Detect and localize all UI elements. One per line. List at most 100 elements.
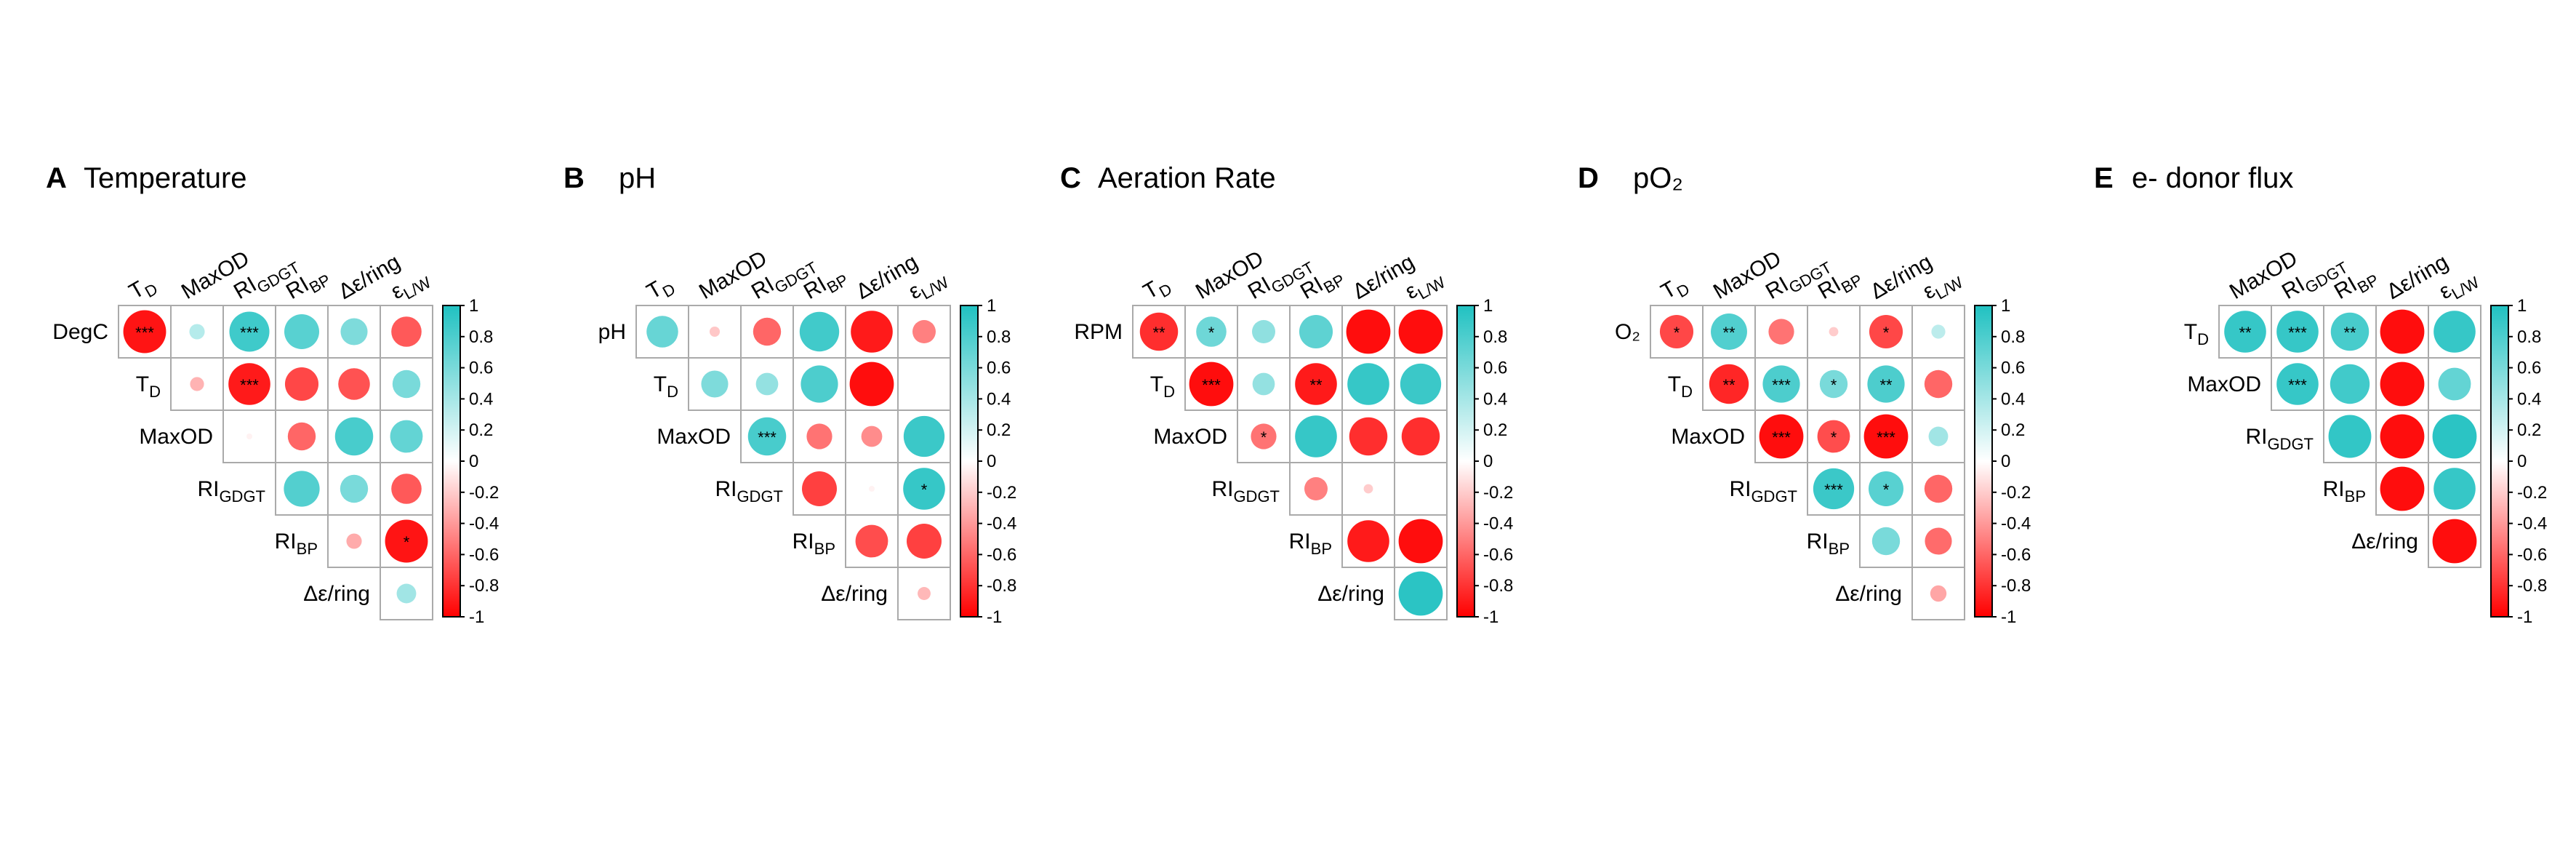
row-label: RIBP [1807,530,1850,558]
colorbar-tick-label: 0 [2001,452,2010,471]
correlation-circle [903,468,945,510]
correlation-circle [1930,585,1947,602]
colorbar-tick-label: -0.8 [2001,576,2031,596]
correlation-circle [1709,364,1749,404]
row-label: RIGDGT [2245,425,2314,453]
correlation-circle [228,363,270,405]
significance-label: *** [758,428,777,447]
row-label: RIGDGT [197,477,265,506]
correlation-circle [646,316,678,348]
colorbar-tick-label: -0.8 [987,576,1016,596]
significance-label: ** [1879,376,1893,394]
correlation-circle [1925,527,1952,555]
row-label: MaxOD [1671,425,1745,449]
row-label: TD [136,372,161,401]
colorbar [1974,305,1993,618]
row-label: Δε/ring [2351,530,2418,554]
colorbar-tick-label: -0.6 [2001,545,2031,564]
colorbar-tick-label: 1 [1483,296,1493,316]
significance-label: ** [2239,324,2252,342]
colorbar-tick-label: 0.4 [2001,389,2025,409]
significance-label: ** [1309,376,1323,394]
row-label: Δε/ring [1317,582,1384,606]
colorbar-tick-label: 0 [1483,452,1493,471]
row-label: Δε/ring [821,582,888,606]
colorbar-tick-label: 0.2 [987,420,1011,440]
correlation-circle [1347,520,1389,562]
correlation-circle [869,486,875,492]
row-label: TD [2184,320,2209,348]
correlation-circle [1295,415,1337,458]
row-label: RIBP [275,530,318,558]
row-label: RIGDGT [1729,477,1797,506]
row-label: MaxOD [139,425,213,449]
correlation-circle [802,471,837,506]
correlation-circle [246,434,252,439]
colorbar-tick-label: -0.4 [469,514,499,534]
colorbar-tick-label: 0 [987,452,996,471]
colorbar-tick-label: -0.4 [2001,514,2031,534]
colorbar-tick-label: 1 [2517,296,2527,316]
panel-title: pO₂ [1633,162,1683,194]
significance-label: * [404,533,410,551]
significance-label: *** [2288,324,2307,342]
correlation-circle [1817,420,1850,453]
correlation-circle [1871,527,1901,556]
significance-label: ** [1722,324,1736,342]
correlation-circle [1346,309,1391,354]
colorbar-tick-label: 0.2 [469,420,493,440]
significance-label: * [1831,428,1837,447]
correlation-circle [123,310,166,353]
correlation-circle [2380,466,2425,511]
correlation-circle [1659,314,1694,349]
panel-title: e- donor flux [2132,162,2293,194]
colorbar-tick-label: -0.2 [2001,483,2031,503]
correlation-circle [903,415,945,458]
correlation-circle [338,368,370,400]
colorbar-tick-label: -1 [1483,607,1498,627]
correlation-circle [855,524,888,558]
correlation-circle [701,370,729,398]
correlation-circle [806,423,832,450]
significance-label: * [921,481,928,499]
correlation-circle [1829,327,1839,337]
row-label: Δε/ring [1835,582,1902,606]
row-label: TD [1668,372,1693,401]
colorbar-tick-label: 0.4 [987,389,1011,409]
correlation-circle [1931,324,1946,339]
colorbar-tick-label: 0.6 [2517,359,2541,378]
row-label: RIBP [1289,530,1332,558]
significance-label: *** [1202,376,1221,394]
row-label: RIGDGT [715,477,783,506]
row-label: O₂ [1615,320,1640,344]
colorbar-tick-label: 0 [469,452,478,471]
correlation-circle [851,311,893,353]
correlation-circle [918,587,931,600]
significance-label: * [1261,428,1267,447]
correlation-circle [907,524,942,559]
colorbar-tick-label: -1 [469,607,484,627]
correlation-circle [340,318,368,345]
correlation-circle [1768,319,1794,345]
colorbar-tick-label: -1 [987,607,1002,627]
correlation-circle [1762,365,1800,403]
significance-label: *** [2288,376,2307,394]
correlation-circle [2438,367,2471,401]
colorbar-tick-label: -1 [2517,607,2532,627]
grid-cell [2428,514,2481,568]
colorbar-tick-label: -0.2 [987,483,1016,503]
colorbar-tick-label: -0.8 [1483,576,1513,596]
correlation-circle [2432,519,2477,564]
correlation-circle [861,425,883,447]
correlation-circle [390,420,423,453]
correlation-circle [396,583,417,604]
colorbar-tick-label: 0.4 [2517,389,2541,409]
correlation-circle [391,316,422,347]
panel-letter: A [46,162,67,194]
significance-label: * [1208,324,1215,342]
correlation-circle [2380,361,2425,407]
panel-title: pH [619,162,656,194]
significance-label: ** [1152,324,1165,342]
